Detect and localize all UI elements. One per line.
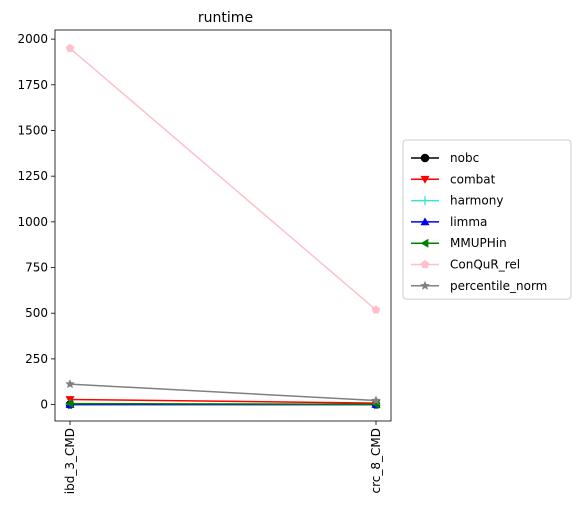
legend-entry-nobc: nobc (411, 151, 479, 165)
y-tick-label: 1000 (17, 215, 48, 229)
legend-label: percentile_norm (450, 279, 547, 293)
legend-entry-combat: combat (411, 172, 496, 186)
y-tick-label: 1750 (17, 78, 48, 92)
data-point (65, 43, 75, 52)
plot-area: 0 250 500 750 1000 1250 1500 1750 2000 ibd_3_CMD c… (17, 29, 392, 494)
legend-label: MMUPHin (450, 236, 507, 250)
legend-marker (420, 175, 430, 184)
x-tick-label: crc_8_CMD (369, 428, 383, 493)
legend-label: ConQuR_rel (450, 258, 520, 272)
y-tick-label: 500 (25, 306, 48, 320)
chart-title: runtime (198, 10, 253, 26)
y-tick-label: 1250 (17, 169, 48, 183)
series-line (69, 47, 377, 311)
axes-frame (54, 29, 392, 422)
legend-entry-harmony: harmony (411, 194, 503, 208)
legend-marker (420, 217, 430, 226)
data-point (65, 379, 75, 389)
legend-entry-MMUPHin: MMUPHin (411, 236, 507, 250)
y-tick-label: 250 (25, 352, 48, 366)
y-tick-label: 1500 (17, 123, 48, 137)
legend-entry-limma: limma (411, 215, 487, 229)
series-percentile_norm (65, 379, 381, 405)
y-tick-label: 2000 (17, 32, 48, 46)
x-tick-label: ibd_3_CMD (63, 428, 77, 494)
data-point (371, 305, 381, 314)
legend-marker (420, 260, 430, 269)
legend-entry-ConQuR_rel: ConQuR_rel (411, 258, 520, 272)
data-point (65, 399, 74, 409)
legend-label: limma (450, 215, 487, 229)
legend-label: nobc (450, 151, 479, 165)
series-line (69, 402, 377, 405)
legend-marker (420, 153, 430, 163)
legend-entry-percentile_norm: percentile_norm (411, 279, 547, 293)
data-point (371, 395, 381, 405)
series-line (69, 398, 377, 404)
legend: nobc combat harmony limma MMUPHin ConQuR_relp… (402, 139, 572, 300)
legend-box (402, 139, 572, 300)
legend-marker (420, 238, 429, 248)
y-tick-label: 750 (25, 261, 48, 275)
legend-label: harmony (450, 194, 503, 208)
legend-marker (420, 280, 430, 290)
y-tick-label: 0 (40, 398, 48, 412)
legend-label: combat (450, 172, 496, 186)
legend-marker (420, 196, 430, 206)
series-ConQuR_rel (65, 43, 381, 314)
series-line (69, 383, 377, 402)
